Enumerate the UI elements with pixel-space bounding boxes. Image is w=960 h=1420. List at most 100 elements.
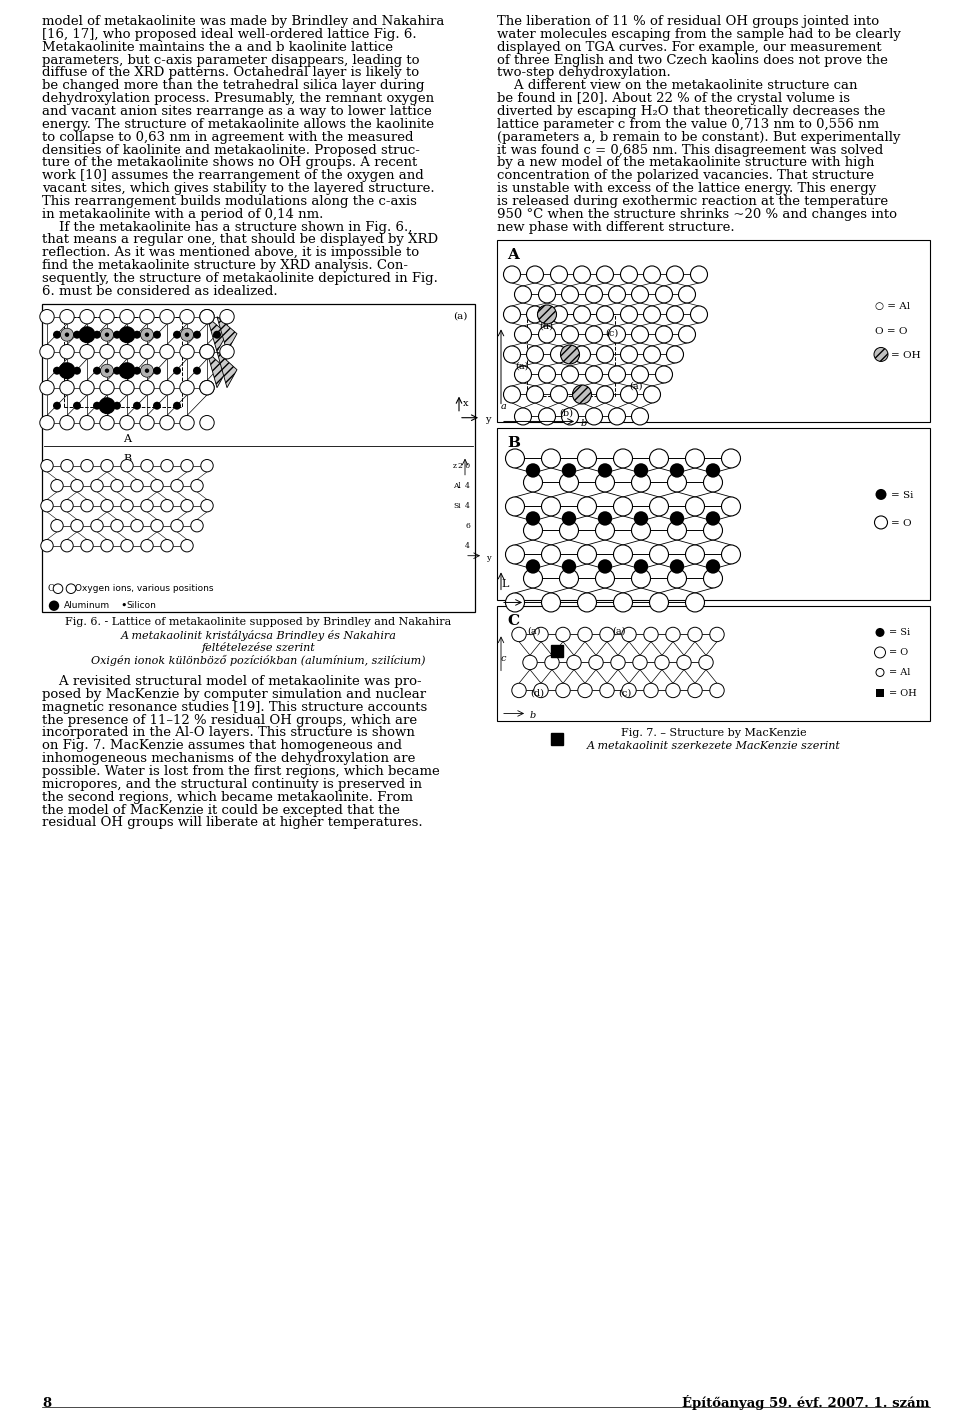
Circle shape bbox=[140, 381, 155, 395]
Circle shape bbox=[60, 416, 74, 430]
Circle shape bbox=[200, 381, 214, 395]
Circle shape bbox=[193, 366, 201, 375]
Circle shape bbox=[141, 540, 154, 552]
Circle shape bbox=[121, 540, 133, 552]
Circle shape bbox=[622, 628, 636, 642]
Circle shape bbox=[685, 449, 705, 469]
Text: lattice parameter c from the value 0,713 nm to 0,556 nm: lattice parameter c from the value 0,713… bbox=[497, 118, 879, 131]
Text: of three English and two Czech kaolins does not prove the: of three English and two Czech kaolins d… bbox=[497, 54, 888, 67]
Circle shape bbox=[611, 655, 625, 670]
Circle shape bbox=[709, 683, 724, 697]
Circle shape bbox=[93, 366, 101, 375]
Circle shape bbox=[556, 683, 570, 697]
Circle shape bbox=[595, 569, 614, 588]
Circle shape bbox=[506, 449, 524, 469]
Circle shape bbox=[613, 449, 633, 469]
Circle shape bbox=[180, 310, 194, 324]
Circle shape bbox=[91, 520, 104, 532]
Text: by a new model of the metakaolinite structure with high: by a new model of the metakaolinite stru… bbox=[497, 156, 875, 169]
Circle shape bbox=[596, 346, 613, 364]
Circle shape bbox=[578, 497, 596, 515]
Circle shape bbox=[53, 584, 62, 594]
Circle shape bbox=[120, 345, 134, 359]
Text: Silicon: Silicon bbox=[126, 601, 156, 611]
Text: = O: = O bbox=[891, 518, 912, 528]
Circle shape bbox=[105, 369, 109, 373]
Text: ture of the metakaolinite shows no OH groups. A recent: ture of the metakaolinite shows no OH gr… bbox=[42, 156, 418, 169]
Circle shape bbox=[523, 569, 542, 588]
Circle shape bbox=[632, 473, 651, 491]
Circle shape bbox=[220, 310, 234, 324]
Circle shape bbox=[550, 346, 567, 364]
Circle shape bbox=[586, 327, 603, 344]
Text: Oxigén ionok különböző pozíciókban (alumínium, szilícium): Oxigén ionok különböző pozíciókban (alum… bbox=[91, 655, 425, 666]
Text: Aluminum: Aluminum bbox=[64, 601, 110, 611]
Text: vacant sites, which gives stability to the layered structure.: vacant sites, which gives stability to t… bbox=[42, 182, 435, 195]
Circle shape bbox=[73, 402, 81, 410]
Text: on Fig. 7. MacKenzie assumes that homogeneous and: on Fig. 7. MacKenzie assumes that homoge… bbox=[42, 740, 402, 753]
Text: 8: 8 bbox=[42, 1397, 51, 1410]
Text: 4: 4 bbox=[466, 501, 470, 510]
Text: reflection. As it was mentioned above, it is impossible to: reflection. As it was mentioned above, i… bbox=[42, 246, 420, 260]
Circle shape bbox=[503, 346, 520, 364]
Circle shape bbox=[598, 463, 612, 477]
Circle shape bbox=[140, 416, 155, 430]
Circle shape bbox=[173, 331, 181, 339]
Circle shape bbox=[699, 655, 713, 670]
Text: model of metakaolinite was made by Brindley and Nakahira: model of metakaolinite was made by Brind… bbox=[42, 16, 444, 28]
Circle shape bbox=[71, 480, 84, 491]
Circle shape bbox=[679, 327, 695, 344]
Bar bbox=[42, 304, 475, 612]
Circle shape bbox=[526, 386, 543, 403]
Circle shape bbox=[118, 362, 135, 379]
Circle shape bbox=[666, 266, 684, 283]
Circle shape bbox=[588, 655, 603, 670]
Text: A revisited structural model of metakaolinite was pro-: A revisited structural model of metakaol… bbox=[42, 674, 421, 689]
Circle shape bbox=[184, 332, 189, 337]
Text: ○ = Al: ○ = Al bbox=[875, 302, 910, 311]
Circle shape bbox=[644, 683, 659, 697]
Circle shape bbox=[153, 402, 161, 410]
Circle shape bbox=[91, 480, 104, 491]
Bar bbox=[497, 240, 930, 423]
Bar bbox=[497, 606, 930, 721]
Circle shape bbox=[99, 398, 115, 415]
Circle shape bbox=[133, 366, 141, 375]
Text: the second regions, which became metakaolinite. From: the second regions, which became metakao… bbox=[42, 791, 413, 804]
Circle shape bbox=[200, 310, 214, 324]
Circle shape bbox=[562, 463, 576, 477]
Circle shape bbox=[64, 332, 69, 337]
Circle shape bbox=[560, 473, 579, 491]
Text: = OH: = OH bbox=[889, 689, 917, 699]
Text: residual OH groups will liberate at higher temperatures.: residual OH groups will liberate at high… bbox=[42, 816, 422, 829]
Circle shape bbox=[666, 305, 684, 322]
Text: Oxygen ions, various positions: Oxygen ions, various positions bbox=[75, 584, 213, 594]
Circle shape bbox=[655, 655, 669, 670]
Circle shape bbox=[506, 545, 524, 564]
Circle shape bbox=[722, 497, 740, 515]
Circle shape bbox=[120, 416, 134, 430]
Circle shape bbox=[539, 366, 556, 383]
Circle shape bbox=[201, 500, 213, 511]
Circle shape bbox=[110, 480, 123, 491]
Circle shape bbox=[515, 408, 532, 425]
Circle shape bbox=[53, 331, 61, 339]
Circle shape bbox=[632, 569, 651, 588]
Text: displayed on TGA curves. For example, our measurement: displayed on TGA curves. For example, ou… bbox=[497, 41, 881, 54]
Circle shape bbox=[556, 628, 570, 642]
Text: concentration of the polarized vacancies. That structure: concentration of the polarized vacancies… bbox=[497, 169, 874, 182]
Text: a: a bbox=[501, 402, 507, 410]
Circle shape bbox=[180, 460, 193, 471]
Circle shape bbox=[60, 540, 73, 552]
Circle shape bbox=[620, 305, 637, 322]
Circle shape bbox=[541, 545, 561, 564]
Circle shape bbox=[191, 520, 204, 532]
Circle shape bbox=[573, 266, 590, 283]
Circle shape bbox=[39, 345, 54, 359]
Circle shape bbox=[161, 500, 173, 511]
Circle shape bbox=[560, 521, 579, 540]
Text: is unstable with excess of the lattice energy. This energy: is unstable with excess of the lattice e… bbox=[497, 182, 876, 195]
Circle shape bbox=[171, 480, 183, 491]
Text: new phase with different structure.: new phase with different structure. bbox=[497, 220, 734, 234]
Circle shape bbox=[539, 285, 556, 302]
